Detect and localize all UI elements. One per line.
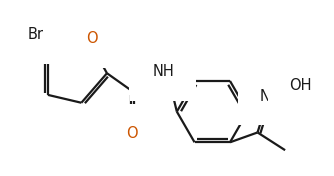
Text: N: N [151,58,162,73]
Text: Br: Br [28,27,44,42]
Text: N: N [260,89,271,103]
Text: O: O [87,31,98,46]
Text: NH: NH [152,64,174,79]
Text: H: H [159,62,169,76]
Text: O: O [126,126,137,141]
Text: OH: OH [290,78,312,93]
